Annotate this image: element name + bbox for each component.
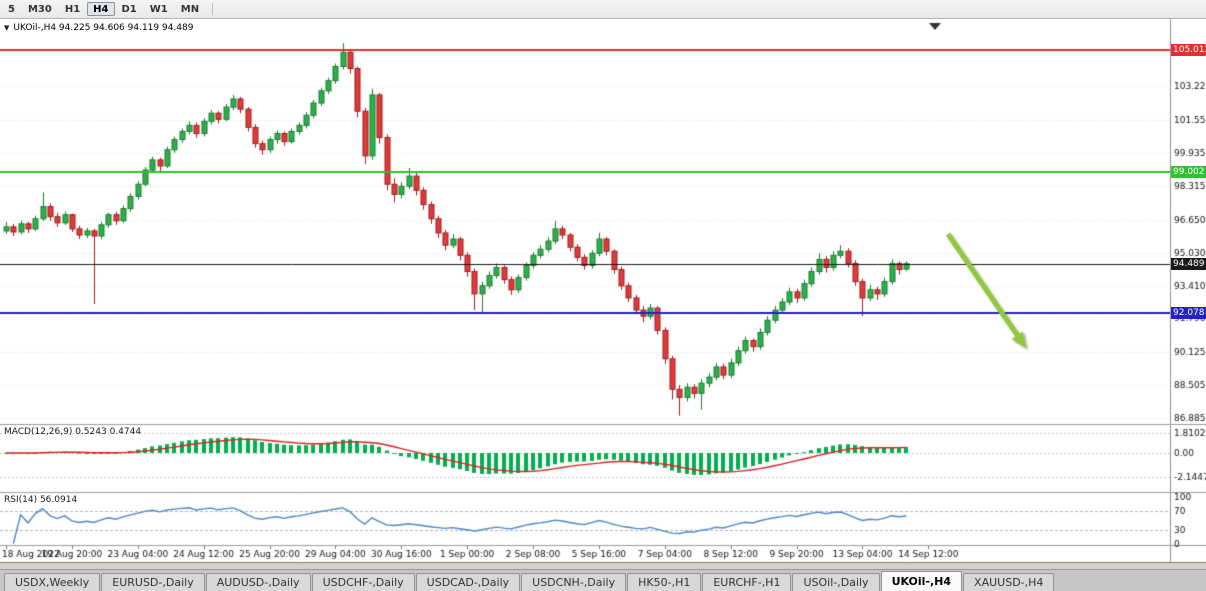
chart-title-text: UKOil-,H4 94.225 94.606 94.119 94.489 <box>13 23 194 33</box>
timeframe-button-d1[interactable]: D1 <box>116 2 143 16</box>
chart-tab-usdcad-daily[interactable]: USDCAD-,Daily <box>415 573 521 591</box>
chart-tab-audusd-daily[interactable]: AUDUSD-,Daily <box>205 573 311 591</box>
mid-resistance-price-tag: 99.002 <box>1171 166 1206 179</box>
chart-tab-eurusd-daily[interactable]: EURUSD-,Daily <box>101 573 205 591</box>
timeframe-button-m30[interactable]: M30 <box>22 2 58 16</box>
last-price-tag: 94.489 <box>1171 257 1206 270</box>
chart-ohlc-readout: ▼ UKOil-,H4 94.225 94.606 94.119 94.489 <box>4 23 193 33</box>
timeframe-button-h4[interactable]: H4 <box>87 2 115 16</box>
timeframe-button-m5[interactable]: 5 <box>2 2 21 16</box>
chart-tab-usdchf-daily[interactable]: USDCHF-,Daily <box>311 573 415 591</box>
chart-menu-triangle-icon[interactable]: ▼ <box>4 23 10 32</box>
chart-tabs: USDX,Weekly EURUSD-,Daily AUDUSD-,Daily USD… <box>0 569 1206 591</box>
chart-tab-xauusd-h4[interactable]: XAUUSD-,H4 <box>963 573 1055 591</box>
timeframe-toolbar: 5 M30 H1 H4 D1 W1 MN <box>0 0 1206 19</box>
macd-indicator-label: MACD(12,26,9) 0.5243 0.4744 <box>4 427 142 437</box>
timeframe-button-w1[interactable]: W1 <box>144 2 174 16</box>
rsi-indicator-label: RSI(14) 56.0914 <box>4 495 78 505</box>
timeframe-button-h1[interactable]: H1 <box>59 2 86 16</box>
support-price-tag: 92.078 <box>1171 306 1206 319</box>
chart-tab-ukoil-h4[interactable]: UKOil-,H4 <box>880 571 963 591</box>
timeframe-button-mn[interactable]: MN <box>175 2 205 16</box>
chart-tab-usdcnh-daily[interactable]: USDCNH-,Daily <box>521 573 627 591</box>
resistance-price-tag: 105.012 <box>1171 44 1206 57</box>
chart-tab-usdx-weekly[interactable]: USDX,Weekly <box>4 573 101 591</box>
toolbar-divider <box>212 3 214 15</box>
chart-tab-usoil-daily[interactable]: USOil-,Daily <box>792 573 880 591</box>
chart-tab-eurchf-h1[interactable]: EURCHF-,H1 <box>702 573 792 591</box>
chart-tab-hk50-h1[interactable]: HK50-,H1 <box>627 573 702 591</box>
